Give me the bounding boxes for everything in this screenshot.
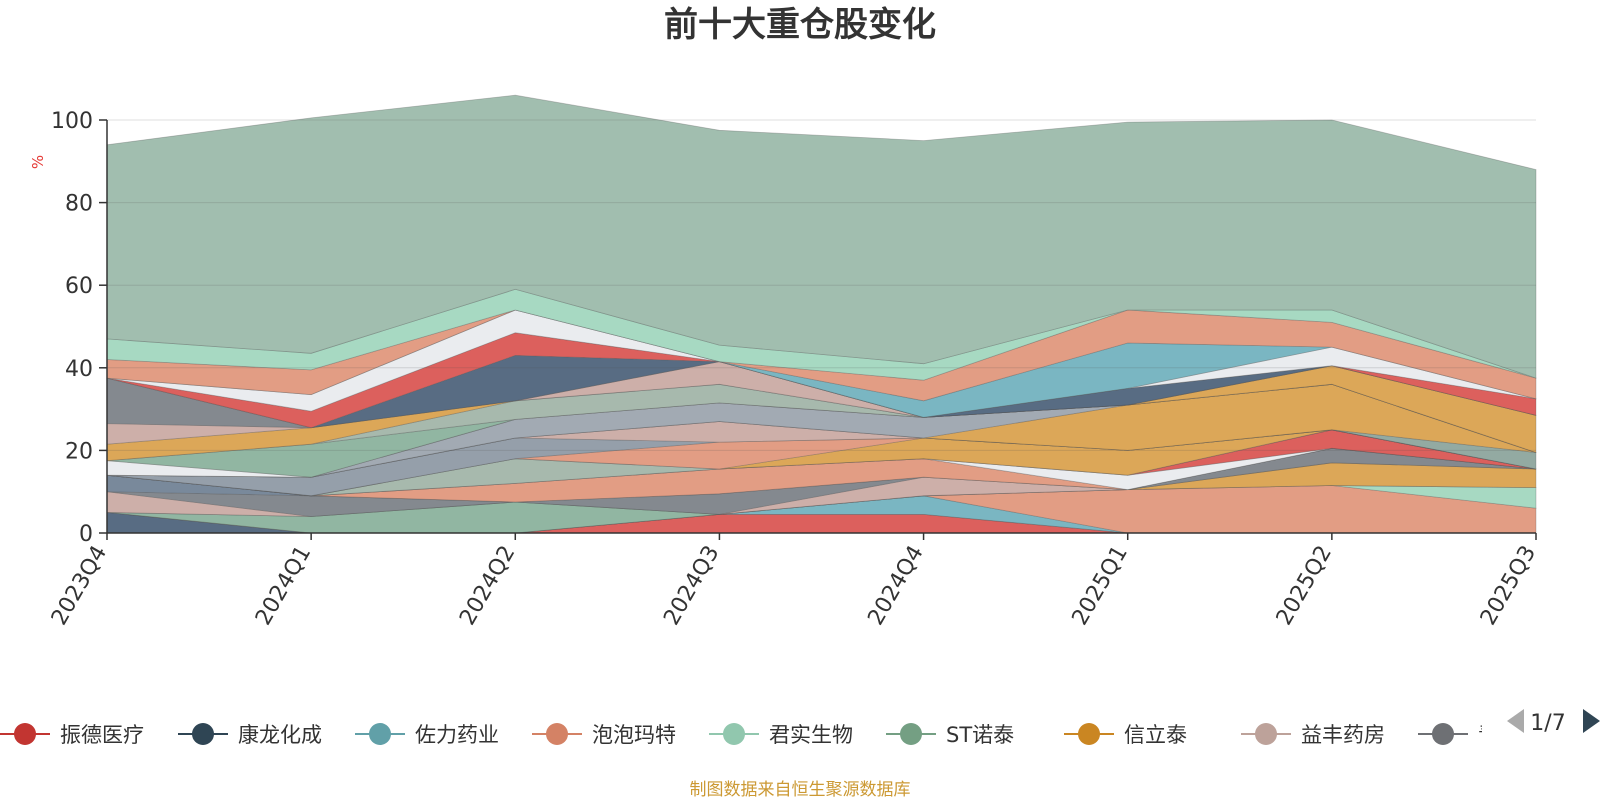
y-tick-label: 100 xyxy=(51,109,93,134)
x-tick-label: 2024Q2 xyxy=(455,542,520,630)
legend-dot-marker xyxy=(1432,723,1454,745)
area-series-8[interactable] xyxy=(106,462,1537,517)
x-tick-label: 2023Q4 xyxy=(47,542,112,630)
y-tick-label: 60 xyxy=(65,274,93,299)
legend-prev-page-button[interactable] xyxy=(1507,709,1524,733)
legend-dot-marker xyxy=(1255,723,1277,745)
y-tick-label: 80 xyxy=(65,192,93,217)
legend-item[interactable]: 泡泡玛特 xyxy=(532,723,676,747)
y-axis-unit: % xyxy=(29,155,47,169)
legend-label: ST诺泰 xyxy=(946,723,1014,747)
legend-label: 青木 xyxy=(1478,723,1520,747)
x-tick-label: 2024Q3 xyxy=(659,542,724,630)
legend-label: 君实生物 xyxy=(769,723,853,747)
legend-item[interactable]: 信立泰 xyxy=(1064,723,1187,747)
legend-dot-marker xyxy=(14,723,36,745)
legend-label: 振德医疗 xyxy=(60,723,144,747)
legend-dot-marker xyxy=(546,723,568,745)
chart-title: 前十大重仓股变化 xyxy=(664,5,936,45)
x-tick-label: 2025Q1 xyxy=(1068,542,1133,630)
y-tick-label: 20 xyxy=(65,439,93,464)
area-series-26[interactable] xyxy=(106,361,1537,445)
area-series-27[interactable] xyxy=(106,361,1537,429)
x-tick-label: 2025Q3 xyxy=(1476,542,1541,630)
legend-dot-marker xyxy=(1078,723,1100,745)
x-tick-label: 2024Q1 xyxy=(251,542,316,630)
legend-item[interactable]: 益丰药房 xyxy=(1241,723,1385,747)
legend-label: 佐力药业 xyxy=(415,723,499,747)
x-tick-label: 2024Q4 xyxy=(863,542,928,630)
legend-label: 康龙化成 xyxy=(238,723,322,747)
data-source-footer: 制图数据来自恒生聚源数据库 xyxy=(690,780,911,800)
legend-item[interactable]: 青木 xyxy=(1418,723,1520,747)
legend-item[interactable]: 君实生物 xyxy=(709,723,853,747)
legend-page-indicator: 1/7 xyxy=(1530,711,1565,736)
legend-dot-marker xyxy=(900,723,922,745)
area-series-34[interactable] xyxy=(106,94,1537,379)
legend-label: 益丰药房 xyxy=(1301,723,1385,747)
y-tick-label: 0 xyxy=(79,522,93,547)
area-series-group xyxy=(106,94,1537,534)
legend-dot-marker xyxy=(369,723,391,745)
legend-item[interactable]: ST诺泰 xyxy=(886,723,1014,747)
legend-dot-marker xyxy=(723,723,745,745)
legend: 振德医疗 康龙化成 佐力药业 泡泡玛特 君实生物 ST诺泰 信立泰 益丰药房 青木 xyxy=(0,723,1520,747)
legend-dot-marker xyxy=(192,723,214,745)
legend-item[interactable]: 振德医疗 xyxy=(0,723,144,747)
area-series-7[interactable] xyxy=(106,462,1537,517)
legend-item[interactable]: 康龙化成 xyxy=(178,723,322,747)
legend-pager: 1/7 xyxy=(1507,709,1600,736)
area-series-33[interactable] xyxy=(106,288,1537,381)
legend-label: 泡泡玛特 xyxy=(592,723,676,747)
grid-lines xyxy=(107,119,1536,451)
x-tick-label: 2025Q2 xyxy=(1272,542,1337,630)
legend-label: 信立泰 xyxy=(1124,723,1187,747)
y-tick-label: 40 xyxy=(65,357,93,382)
legend-item[interactable]: 佐力药业 xyxy=(355,723,499,747)
legend-next-page-button[interactable] xyxy=(1583,709,1600,733)
